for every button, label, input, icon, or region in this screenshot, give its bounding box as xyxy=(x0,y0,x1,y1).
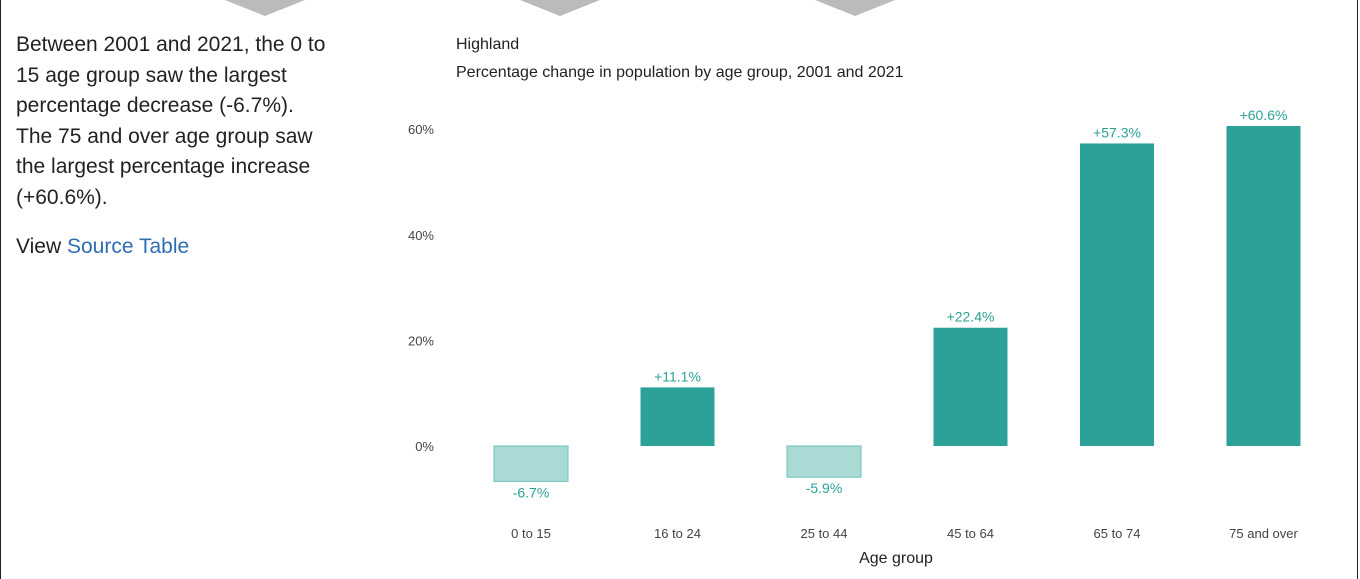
y-tick-label: 60% xyxy=(408,122,434,137)
source-table-link[interactable]: Source Table xyxy=(66,235,190,258)
bar-75-and-over xyxy=(1226,126,1301,447)
bar-data-label: +11.1% xyxy=(654,368,701,384)
x-tick-label: 75 and over xyxy=(1229,526,1298,541)
y-tick-label: 20% xyxy=(408,333,434,348)
x-axis-label: Age group xyxy=(859,550,933,567)
view-source-line: View Source Table xyxy=(16,232,326,263)
bar-data-label: +60.6% xyxy=(1240,107,1288,123)
summary-panel: Between 2001 and 2021, the 0 to 15 age g… xyxy=(16,30,326,263)
bar-16-to-24 xyxy=(640,387,715,446)
x-tick-label: 45 to 64 xyxy=(947,526,994,541)
y-tick-label: 40% xyxy=(408,228,434,243)
bar-data-label: +57.3% xyxy=(1093,124,1141,140)
y-axis: 0% 20% 40% 60% xyxy=(408,122,434,454)
x-tick-label: 0 to 15 xyxy=(511,526,551,541)
bar-0-to-15 xyxy=(493,445,569,482)
chart-subtitle: Percentage change in population by age g… xyxy=(456,64,904,81)
bar-data-label: -5.9% xyxy=(806,480,843,496)
bar-data-label: -6.7% xyxy=(513,484,550,500)
x-tick-label: 65 to 74 xyxy=(1094,526,1141,541)
chart-title: Highland xyxy=(456,36,519,53)
x-axis: 0 to 15 16 to 24 25 to 44 45 to 64 65 to 74 7… xyxy=(511,526,1298,541)
x-tick-label: 16 to 24 xyxy=(654,526,701,541)
bars-group: -6.7% +11.1% -5.9% +22.4% +57.3% +60.6% xyxy=(493,107,1301,500)
x-tick-label: 25 to 44 xyxy=(801,526,848,541)
bar-data-label: +22.4% xyxy=(947,309,995,325)
view-prefix: View xyxy=(16,235,62,258)
bar-25-to-44 xyxy=(786,445,862,478)
top-decoration xyxy=(225,0,895,16)
bar-45-to-64 xyxy=(933,327,1008,446)
y-tick-label: 0% xyxy=(415,439,434,454)
summary-text: Between 2001 and 2021, the 0 to 15 age g… xyxy=(16,33,326,209)
bar-65-to-74 xyxy=(1080,143,1154,446)
